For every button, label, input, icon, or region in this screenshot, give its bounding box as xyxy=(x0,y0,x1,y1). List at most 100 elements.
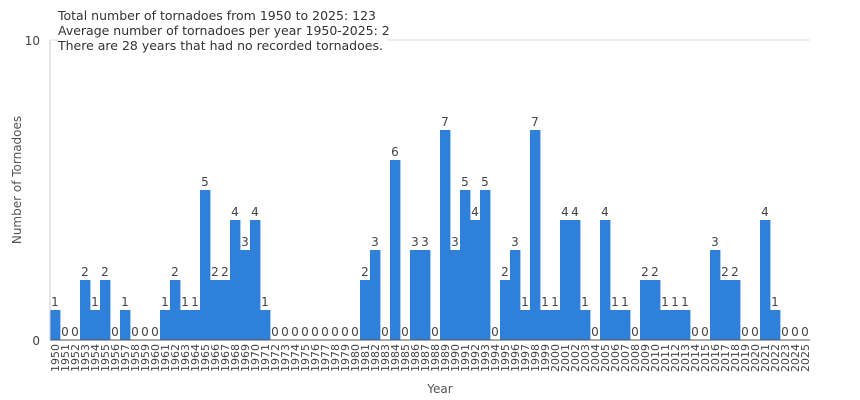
bar-1997 xyxy=(520,310,531,340)
x-tick-1983: 1983 xyxy=(379,344,392,372)
x-tick-2017: 2017 xyxy=(719,344,732,372)
x-tick-1973: 1973 xyxy=(279,344,292,372)
bar-1953 xyxy=(80,280,91,340)
data-label-1967: 2 xyxy=(221,265,229,279)
x-tick-2008: 2008 xyxy=(629,344,642,372)
bars xyxy=(50,130,781,340)
bar-2005 xyxy=(600,220,611,340)
x-tick-1957: 1957 xyxy=(119,344,132,372)
x-tick-1991: 1991 xyxy=(459,344,472,372)
x-tick-2014: 2014 xyxy=(689,344,702,372)
bar-1992 xyxy=(470,220,481,340)
x-tick-1984: 1984 xyxy=(389,344,402,372)
bar-1986 xyxy=(410,250,421,340)
bar-1967 xyxy=(220,280,231,340)
data-label-2008: 0 xyxy=(631,325,639,339)
x-tick-2003: 2003 xyxy=(579,344,592,372)
data-label-1991: 5 xyxy=(461,175,469,189)
data-label-1988: 0 xyxy=(431,325,439,339)
data-label-1958: 0 xyxy=(131,325,139,339)
x-tick-1967: 1967 xyxy=(219,344,232,372)
x-tick-2022: 2022 xyxy=(769,344,782,372)
x-tick-1950: 1950 xyxy=(49,344,62,372)
bar-1969 xyxy=(240,250,251,340)
bar-2010 xyxy=(650,280,661,340)
x-tick-1981: 1981 xyxy=(359,344,372,372)
bar-1963 xyxy=(180,310,191,340)
x-tick-labels: 1950195119521953195419551956195719581959… xyxy=(49,344,812,372)
data-label-2017: 2 xyxy=(721,265,729,279)
data-label-1982: 3 xyxy=(371,235,379,249)
data-label-2009: 2 xyxy=(641,265,649,279)
x-tick-1988: 1988 xyxy=(429,344,442,372)
data-label-1975: 0 xyxy=(301,325,309,339)
data-label-1995: 2 xyxy=(501,265,509,279)
data-label-1993: 5 xyxy=(481,175,489,189)
x-tick-2009: 2009 xyxy=(639,344,652,372)
bar-2007 xyxy=(620,310,631,340)
x-tick-1965: 1965 xyxy=(199,344,212,372)
data-label-1976: 0 xyxy=(311,325,319,339)
x-tick-1997: 1997 xyxy=(519,344,532,372)
x-tick-1964: 1964 xyxy=(189,344,202,372)
bar-1999 xyxy=(540,310,551,340)
bar-1950 xyxy=(50,310,61,340)
data-label-2000: 1 xyxy=(551,295,559,309)
bar-1989 xyxy=(440,130,451,340)
info-total: Total number of tornadoes from 1950 to 2… xyxy=(58,8,380,23)
x-tick-2000: 2000 xyxy=(549,344,562,372)
x-tick-1951: 1951 xyxy=(59,344,72,372)
data-label-2014: 0 xyxy=(691,325,699,339)
x-tick-1989: 1989 xyxy=(439,344,452,372)
data-label-1959: 0 xyxy=(141,325,149,339)
x-tick-1961: 1961 xyxy=(159,344,172,372)
x-tick-2025: 2025 xyxy=(799,344,812,372)
x-tick-1987: 1987 xyxy=(419,344,432,372)
x-tick-1952: 1952 xyxy=(69,344,82,372)
data-label-1951: 0 xyxy=(61,325,69,339)
data-label-2003: 1 xyxy=(581,295,589,309)
x-tick-1959: 1959 xyxy=(139,344,152,372)
data-label-2018: 2 xyxy=(731,265,739,279)
bar-1962 xyxy=(170,280,181,340)
x-tick-2015: 2015 xyxy=(699,344,712,372)
x-tick-2001: 2001 xyxy=(559,344,572,372)
data-label-2023: 0 xyxy=(781,325,789,339)
x-tick-1960: 1960 xyxy=(149,344,162,372)
data-label-2011: 1 xyxy=(661,295,669,309)
bar-1984 xyxy=(390,160,401,340)
x-tick-1958: 1958 xyxy=(129,344,142,372)
x-tick-1966: 1966 xyxy=(209,344,222,372)
x-tick-2023: 2023 xyxy=(779,344,792,372)
data-label-1962: 2 xyxy=(171,265,179,279)
data-label-1996: 3 xyxy=(511,235,519,249)
data-label-1950: 1 xyxy=(51,295,59,309)
data-label-1973: 0 xyxy=(281,325,289,339)
bar-2003 xyxy=(580,310,591,340)
x-tick-2019: 2019 xyxy=(739,344,752,372)
data-label-2019: 0 xyxy=(741,325,749,339)
x-tick-1992: 1992 xyxy=(469,344,482,372)
x-tick-1999: 1999 xyxy=(539,344,552,372)
x-tick-1982: 1982 xyxy=(369,344,382,372)
bar-2012 xyxy=(670,310,681,340)
x-tick-2006: 2006 xyxy=(609,344,622,372)
x-tick-1954: 1954 xyxy=(89,344,102,372)
data-label-1999: 1 xyxy=(541,295,549,309)
bar-1971 xyxy=(260,310,271,340)
data-label-1956: 0 xyxy=(111,325,119,339)
x-tick-1998: 1998 xyxy=(529,344,542,372)
data-label-1952: 0 xyxy=(71,325,79,339)
x-tick-2011: 2011 xyxy=(659,344,672,372)
x-tick-1976: 1976 xyxy=(309,344,322,372)
data-label-1979: 0 xyxy=(341,325,349,339)
bar-1996 xyxy=(510,250,521,340)
x-tick-1953: 1953 xyxy=(79,344,92,372)
bar-1991 xyxy=(460,190,471,340)
bar-2016 xyxy=(710,250,721,340)
x-tick-1969: 1969 xyxy=(239,344,252,372)
x-tick-1993: 1993 xyxy=(479,344,492,372)
bar-1968 xyxy=(230,220,241,340)
x-tick-2013: 2013 xyxy=(679,344,692,372)
data-label-2020: 0 xyxy=(751,325,759,339)
